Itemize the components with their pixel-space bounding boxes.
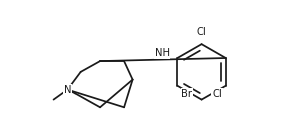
Text: Cl: Cl (197, 27, 206, 37)
Text: N: N (64, 85, 71, 95)
Text: Br: Br (181, 89, 192, 99)
Text: NH: NH (155, 48, 170, 58)
Text: Cl: Cl (212, 89, 222, 99)
